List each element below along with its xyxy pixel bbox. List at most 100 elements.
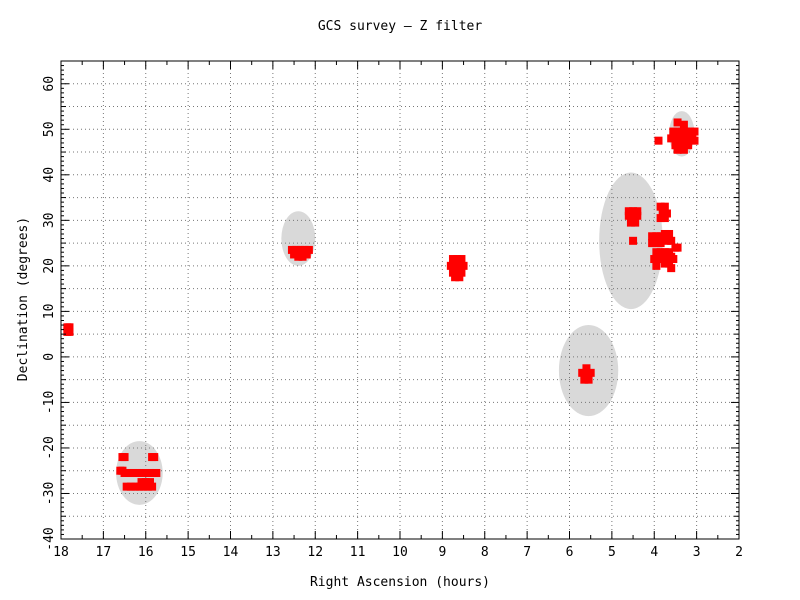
data-point bbox=[624, 211, 633, 220]
data-point bbox=[124, 468, 133, 477]
y-tick-label: -10 bbox=[42, 391, 57, 414]
data-point bbox=[652, 239, 661, 248]
data-point bbox=[667, 236, 676, 245]
data-point bbox=[455, 273, 464, 282]
data-point bbox=[300, 245, 309, 254]
x-tick-label: 13 bbox=[265, 545, 281, 560]
data-point bbox=[629, 236, 638, 245]
data-point bbox=[453, 255, 462, 264]
data-points bbox=[63, 118, 699, 491]
data-point bbox=[677, 127, 686, 136]
x-tick-label: 9 bbox=[438, 545, 446, 560]
y-tick-label: 20 bbox=[42, 258, 57, 274]
data-point bbox=[660, 248, 669, 257]
data-point bbox=[304, 245, 313, 254]
data-point bbox=[673, 127, 682, 136]
data-point bbox=[652, 232, 661, 241]
data-point bbox=[120, 453, 129, 462]
data-point bbox=[650, 255, 659, 264]
data-point bbox=[582, 368, 591, 377]
data-point bbox=[652, 248, 661, 257]
data-point bbox=[135, 482, 144, 491]
data-point bbox=[580, 375, 589, 384]
data-point bbox=[665, 248, 674, 257]
data-point bbox=[586, 368, 595, 377]
y-tick-labels: -40 -30 -20 -10 0 10 20 30 40 50 60 bbox=[42, 76, 57, 551]
data-point bbox=[660, 214, 669, 223]
data-point bbox=[633, 211, 642, 220]
data-point bbox=[633, 207, 642, 216]
data-point bbox=[150, 453, 159, 462]
x-tick-label: 15 bbox=[180, 545, 196, 560]
data-point bbox=[667, 134, 676, 143]
x-tick-label: 17 bbox=[96, 545, 112, 560]
data-point bbox=[453, 268, 462, 277]
axis-ticks bbox=[60, 60, 740, 540]
data-point bbox=[624, 207, 633, 216]
data-point bbox=[139, 482, 148, 491]
data-point bbox=[648, 232, 657, 241]
x-tick-label: 6 bbox=[566, 545, 574, 560]
data-point bbox=[448, 255, 457, 264]
data-point bbox=[658, 252, 667, 261]
data-point bbox=[137, 478, 146, 487]
data-point bbox=[120, 468, 129, 477]
data-point bbox=[679, 134, 688, 143]
data-point bbox=[660, 229, 669, 238]
data-point bbox=[448, 268, 457, 277]
data-point bbox=[656, 239, 665, 248]
data-point bbox=[446, 261, 455, 270]
data-point bbox=[658, 209, 667, 218]
data-point bbox=[675, 134, 684, 143]
data-point bbox=[684, 141, 693, 150]
data-point bbox=[290, 250, 299, 259]
data-point bbox=[677, 141, 686, 150]
data-point bbox=[302, 250, 311, 259]
data-point bbox=[137, 468, 146, 477]
data-point bbox=[654, 255, 663, 264]
data-point bbox=[122, 482, 131, 491]
data-point bbox=[296, 245, 305, 254]
x-tick-label: 5 bbox=[608, 545, 616, 560]
data-point bbox=[652, 261, 661, 270]
data-point bbox=[669, 127, 678, 136]
data-point bbox=[673, 145, 682, 154]
chart-title: GCS survey — Z filter bbox=[318, 19, 483, 34]
data-point bbox=[662, 252, 671, 261]
x-tick-label: 8 bbox=[481, 545, 489, 560]
data-point bbox=[65, 323, 74, 332]
data-point bbox=[682, 127, 691, 136]
x-tick-label: 16 bbox=[138, 545, 154, 560]
data-point bbox=[65, 327, 74, 336]
data-point bbox=[662, 236, 671, 245]
data-point bbox=[143, 482, 152, 491]
y-tick-label: -30 bbox=[42, 482, 57, 505]
survey-footprints bbox=[116, 111, 695, 505]
data-point bbox=[631, 218, 640, 227]
data-point bbox=[451, 261, 460, 270]
data-point bbox=[660, 202, 669, 211]
data-point bbox=[690, 127, 699, 136]
data-point bbox=[145, 478, 154, 487]
data-point bbox=[669, 255, 678, 264]
data-point bbox=[294, 252, 303, 261]
x-tick-label: 7 bbox=[523, 545, 531, 560]
data-point bbox=[679, 145, 688, 154]
y-tick-label: -20 bbox=[42, 436, 57, 459]
data-point bbox=[671, 141, 680, 150]
y-tick-label: 0 bbox=[42, 353, 57, 361]
data-point bbox=[129, 468, 138, 477]
data-point bbox=[629, 211, 638, 220]
y-tick-label: 50 bbox=[42, 121, 57, 137]
data-point bbox=[665, 259, 674, 268]
data-point bbox=[145, 468, 154, 477]
y-tick-label: 10 bbox=[42, 304, 57, 320]
data-point bbox=[455, 261, 464, 270]
data-point bbox=[141, 478, 150, 487]
x-tick-label: 4 bbox=[650, 545, 658, 560]
y-axis-label: Declination (degrees) bbox=[16, 217, 31, 381]
y-tick-label: 40 bbox=[42, 167, 57, 183]
data-point bbox=[459, 261, 468, 270]
data-point bbox=[287, 245, 296, 254]
